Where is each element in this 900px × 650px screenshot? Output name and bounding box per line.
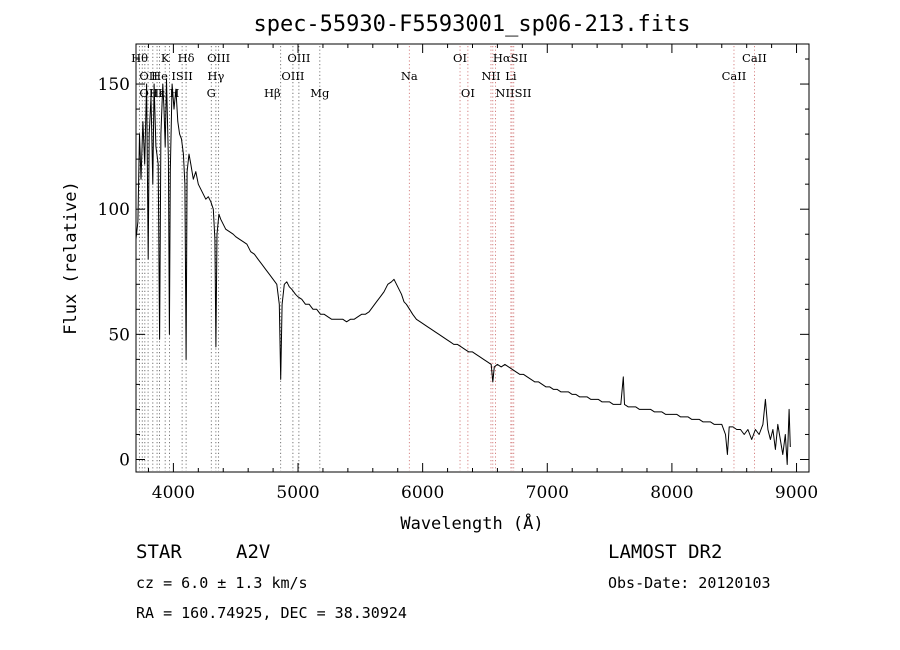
line-marker-label: CaII [742,51,767,65]
x-tick-label: 8000 [650,483,693,503]
y-tick-label: 0 [119,450,130,470]
line-marker-label: Na [401,69,418,83]
redshift-cz: cz = 6.0 ± 1.3 km/s [136,574,308,592]
x-tick-label: 7000 [526,483,569,503]
y-tick-label: 150 [98,75,130,95]
x-tick-label: 9000 [775,483,818,503]
line-marker-label: ISII [171,69,193,83]
x-tick-label: 4000 [152,483,195,503]
line-marker-label: OIII [207,51,230,65]
spectrum-line [135,78,791,465]
line-marker-label: NII [481,69,500,83]
line-marker-label: OIII [287,51,310,65]
line-marker-label: Hγ [207,69,224,83]
y-tick-label: 100 [98,200,130,220]
object-type: STAR [136,541,182,563]
chart-title: spec-55930-F5593001_sp06-213.fits [253,12,690,37]
coordinates: RA = 160.74925, DEC = 38.30924 [136,604,407,622]
marker-lines [138,46,755,471]
line-marker-label: Hδ [178,51,195,65]
line-marker-label: CaII [722,69,747,83]
plot-frame [135,43,810,473]
line-marker-label: OI [461,86,475,100]
survey-name: LAMOST DR2 [608,541,723,563]
x-axis-label: Wavelength (Å) [400,512,543,534]
line-marker-label: He [151,69,168,83]
line-marker-label: NIISII [495,86,531,100]
line-marker-label: OIII [281,69,304,83]
line-marker-label: Mg [310,86,330,100]
line-marker-label: G [207,86,216,100]
line-marker-label: HαSII [493,51,528,65]
line-marker-label: Hθ [131,51,148,65]
y-axis-label: Flux (relative) [61,181,81,335]
line-marker-label: OI [453,51,467,65]
line-marker-label: OII [139,69,158,83]
line-marker-label: Hβ [264,86,281,100]
x-tick-label: 5000 [276,483,319,503]
y-tick-label: 50 [108,325,130,345]
object-subclass: A2V [236,541,271,563]
spectrum-series [135,78,791,465]
line-marker-label: H [169,86,179,100]
line-marker-label: Li [505,69,517,83]
line-marker-label: Hε [149,86,165,100]
x-tick-label: 6000 [401,483,444,503]
line-marker-label: OIII [139,86,162,100]
observation-date: Obs-Date: 20120103 [608,574,771,592]
line-marker-label: K [161,51,170,65]
axis-ticks: 4000 5000 6000 7000 8000 9000 0 50 100 150 [98,44,818,503]
